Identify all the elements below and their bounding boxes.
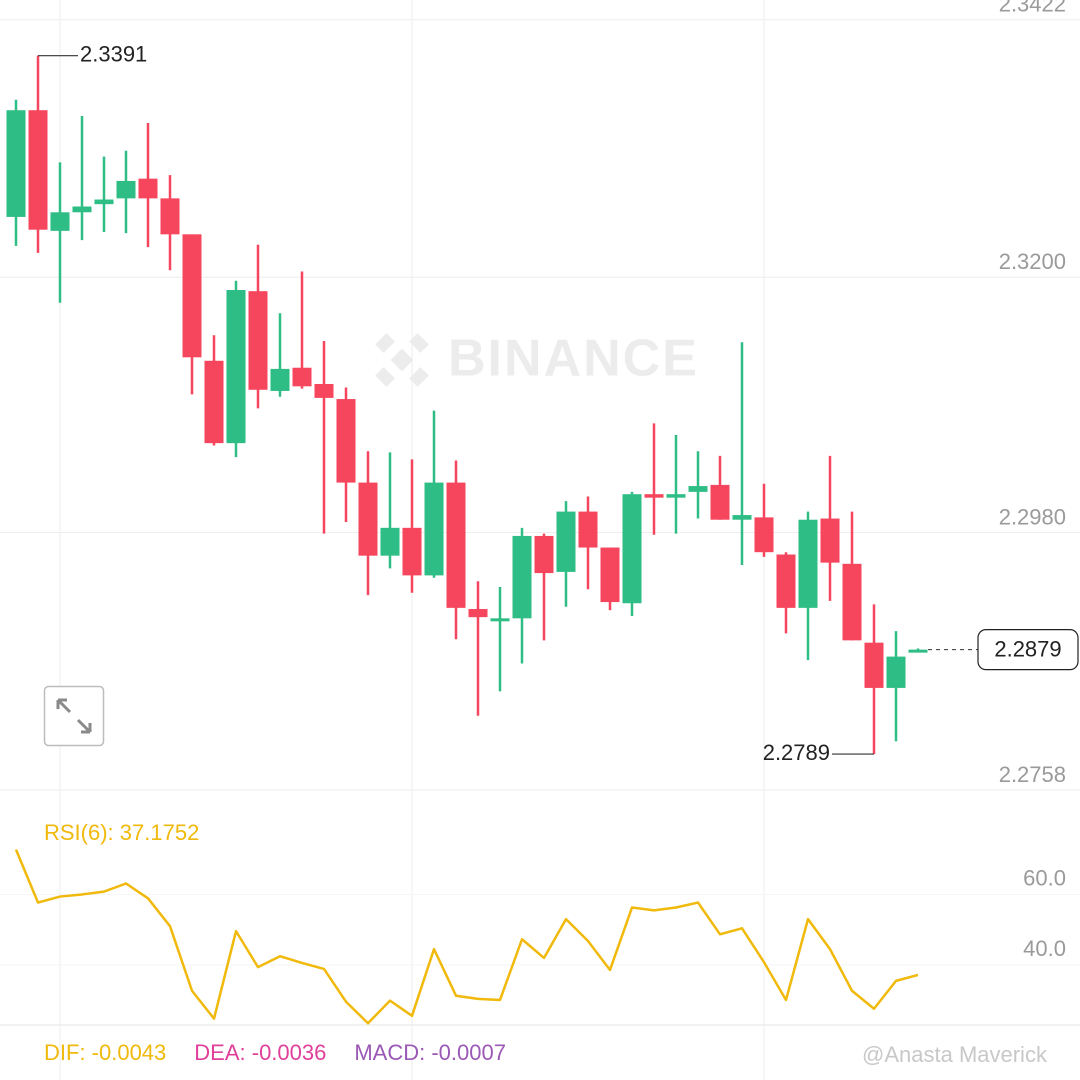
candle-body: [6, 110, 26, 217]
candle-body: [314, 383, 334, 398]
candle-body: [72, 206, 92, 213]
candle-body: [644, 494, 664, 498]
candle-body: [600, 547, 620, 603]
candle-body: [424, 482, 444, 576]
candle-body: [666, 494, 686, 498]
candle-body: [776, 554, 796, 608]
candle-body: [226, 290, 246, 444]
candle-body: [292, 367, 312, 387]
candle-body: [116, 180, 136, 199]
candle-body: [94, 199, 114, 205]
candle-body: [864, 642, 884, 688]
y-tick-label: 2.2980: [999, 504, 1066, 529]
y-tick-label: 60.0: [1023, 865, 1066, 890]
y-tick-label: 2.2758: [999, 762, 1066, 787]
candle-body: [490, 618, 510, 622]
last-price-box: [977, 629, 1079, 671]
y-tick-label: 40.0: [1023, 936, 1066, 961]
expand-icon[interactable]: [56, 698, 92, 734]
candle-body: [468, 609, 488, 618]
watermark: BINANCE: [375, 330, 699, 388]
candle-body: [842, 563, 862, 641]
candle-body: [358, 482, 378, 556]
y-tick-label: 2.3422: [999, 0, 1066, 17]
rsi-label: RSI(6): 37.1752: [44, 820, 199, 845]
candle-body: [28, 110, 48, 230]
candle-body: [534, 535, 554, 574]
candle-body: [138, 178, 158, 199]
credit: @Anasta Maverick: [862, 1042, 1048, 1067]
candle-body: [160, 198, 180, 235]
candle-body: [402, 527, 422, 576]
candle-body: [908, 649, 928, 653]
candle-body: [336, 399, 356, 483]
candle-body: [556, 511, 576, 572]
candle-body: [886, 656, 906, 688]
expand-button[interactable]: [43, 685, 105, 747]
expand-button-frame[interactable]: [43, 685, 105, 747]
candle-body: [622, 494, 642, 604]
macd-label: MACD: -0.0007: [354, 1040, 506, 1065]
macd-label: DEA: -0.0036: [194, 1040, 326, 1065]
candle-body: [754, 517, 774, 553]
candle-body: [578, 511, 598, 548]
candle-body: [732, 515, 752, 520]
macd-label: DIF: -0.0043: [44, 1040, 166, 1065]
candle-body: [512, 535, 532, 619]
candle-body: [820, 518, 840, 563]
candle-body: [446, 482, 466, 608]
high-label: 2.3391: [80, 41, 147, 66]
y-tick-label: 2.3200: [999, 249, 1066, 274]
rsi-line: [14, 849, 919, 1025]
candle-body: [50, 212, 70, 231]
candle-body: [710, 484, 730, 520]
candle-body: [270, 368, 290, 391]
candle-body: [204, 360, 224, 444]
candle-body: [182, 234, 202, 358]
candle-body: [688, 486, 708, 492]
candle-body: [380, 527, 400, 556]
watermark-text: BINANCE: [448, 330, 699, 388]
candle-body: [798, 519, 818, 608]
last-price-label: 2.2879: [994, 636, 1061, 661]
low-label: 2.2789: [763, 740, 830, 765]
candle-body: [248, 291, 268, 390]
